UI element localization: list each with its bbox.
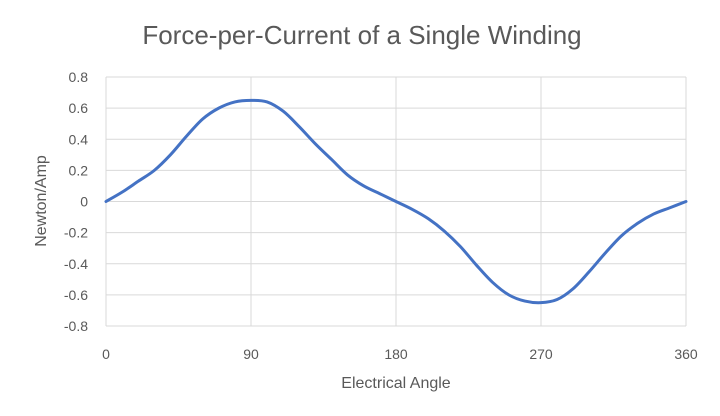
series-layer [104, 98, 688, 305]
y-tick-label: -0.6 [64, 287, 88, 303]
x-tick-label: 90 [243, 346, 259, 362]
y-axis-title: Newton/Amp [33, 155, 50, 247]
y-tick-label: -0.8 [64, 318, 88, 334]
y-tick-label: -0.4 [64, 256, 88, 272]
y-axis-ticks: 0.8 0.6 0.4 0.2 0 -0.2 -0.4 -0.6 -0.8 [64, 69, 88, 334]
y-tick-label: -0.2 [64, 225, 88, 241]
series-line [104, 98, 688, 305]
x-axis-ticks: 0 90 180 270 360 [102, 346, 698, 362]
chart-title: Force-per-Current of a Single Winding [142, 20, 581, 50]
y-tick-label: 0 [80, 194, 88, 210]
x-tick-label: 180 [384, 346, 408, 362]
y-tick-label: 0.6 [69, 100, 89, 116]
x-tick-label: 0 [102, 346, 110, 362]
x-tick-label: 360 [674, 346, 698, 362]
x-tick-label: 270 [529, 346, 553, 362]
y-tick-label: 0.2 [69, 162, 89, 178]
y-tick-label: 0.4 [69, 131, 89, 147]
y-tick-label: 0.8 [69, 69, 89, 85]
x-axis-title: Electrical Angle [341, 375, 450, 392]
